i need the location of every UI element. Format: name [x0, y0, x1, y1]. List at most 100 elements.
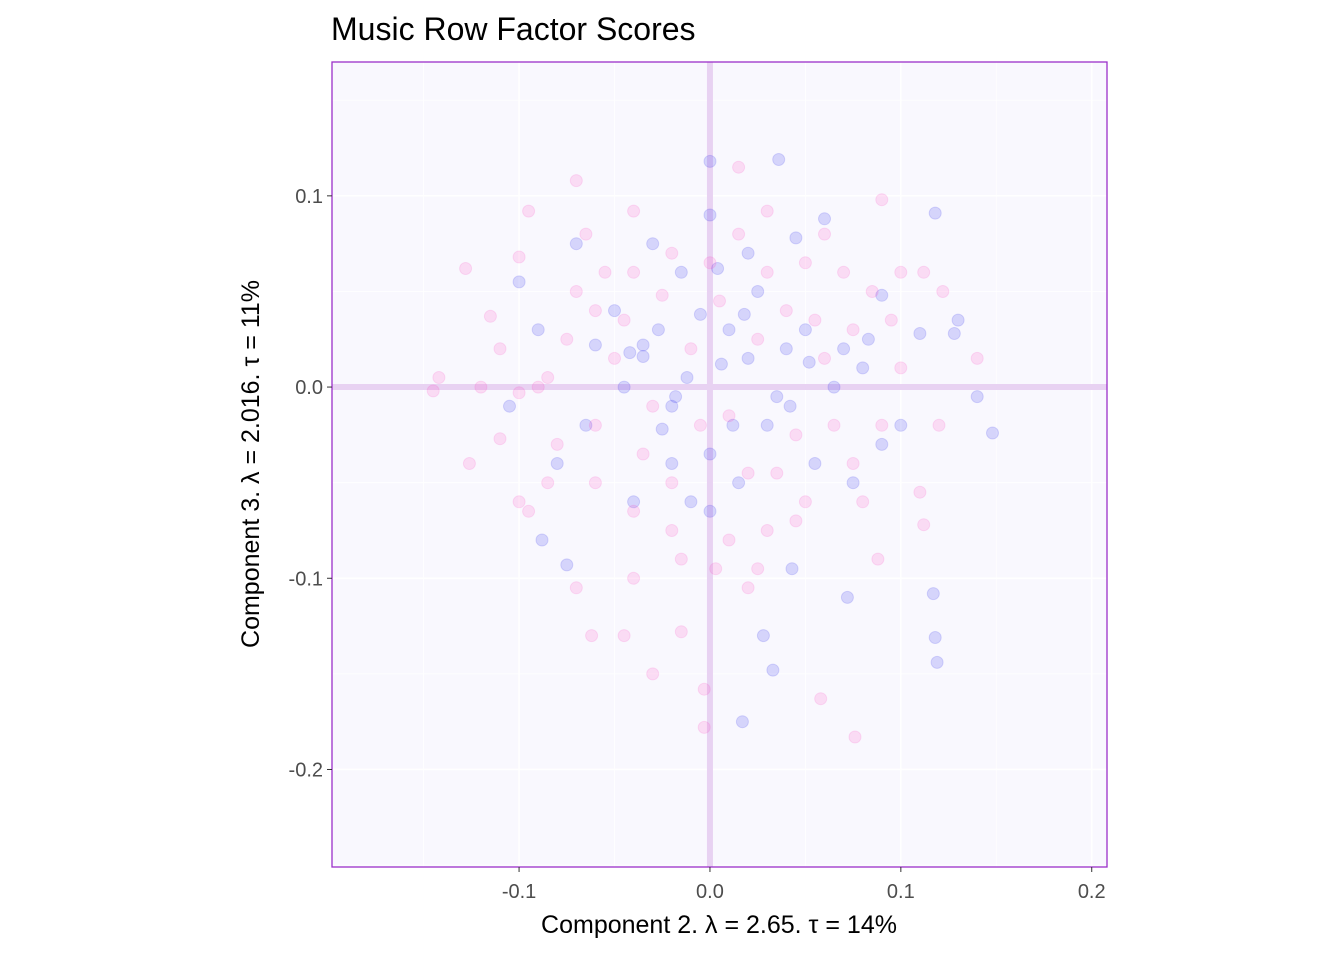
data-point — [932, 418, 946, 432]
data-point — [703, 256, 717, 270]
y-tick-label: -0.2 — [289, 759, 323, 781]
data-point — [627, 265, 641, 279]
data-point — [588, 418, 602, 432]
data-point — [714, 357, 728, 371]
data-point — [789, 231, 803, 245]
data-point — [493, 432, 507, 446]
data-point — [856, 361, 870, 375]
data-point — [680, 371, 694, 384]
data-point — [579, 227, 593, 241]
data-point — [655, 288, 669, 302]
data-point — [426, 384, 440, 398]
data-point — [789, 514, 803, 528]
data-point — [802, 355, 816, 369]
data-point — [818, 351, 831, 365]
data-point — [697, 720, 711, 734]
data-point — [770, 466, 784, 480]
data-point — [608, 304, 621, 318]
data-point — [760, 418, 774, 432]
data-point — [550, 437, 564, 451]
data-point — [917, 265, 931, 279]
data-point — [837, 265, 851, 279]
data-point — [913, 327, 927, 340]
data-point — [779, 342, 793, 356]
data-point — [474, 380, 488, 394]
data-point — [693, 307, 707, 321]
data-point — [814, 692, 828, 706]
data-point — [875, 418, 889, 432]
data-point — [709, 562, 723, 576]
data-point — [846, 457, 860, 470]
data-point — [674, 625, 688, 639]
data-point — [462, 457, 476, 470]
data-point — [674, 265, 688, 279]
data-point — [617, 629, 631, 643]
chart-title: Music Row Factor Scores — [331, 11, 696, 47]
data-point — [751, 562, 765, 576]
data-point — [693, 418, 707, 432]
data-point — [512, 495, 526, 509]
y-axis-title: Component 3. λ = 2.016. τ = 11% — [237, 280, 265, 648]
data-point — [665, 246, 679, 260]
data-point — [760, 524, 774, 537]
data-point — [875, 437, 889, 451]
data-point — [627, 495, 641, 509]
data-point — [894, 265, 908, 279]
data-point — [818, 212, 831, 226]
data-point — [951, 313, 965, 327]
data-point — [665, 524, 679, 537]
y-tick-label: 0.1 — [295, 186, 323, 208]
data-point — [789, 428, 803, 442]
data-point — [627, 204, 641, 218]
data-point — [459, 262, 473, 275]
y-tick-label: 0.0 — [295, 377, 323, 399]
data-point — [684, 495, 698, 509]
data-point — [703, 208, 717, 222]
data-point — [541, 371, 555, 384]
x-tick-label: 0.2 — [1078, 881, 1106, 903]
data-point — [512, 250, 526, 264]
data-point — [535, 533, 549, 547]
data-point — [760, 204, 774, 218]
data-point — [861, 332, 875, 346]
y-tick-label: -0.1 — [289, 568, 323, 590]
data-point — [894, 361, 908, 375]
data-point — [646, 237, 660, 251]
data-point — [970, 390, 984, 404]
data-point — [827, 380, 841, 394]
data-point — [483, 309, 497, 323]
data-point — [760, 265, 774, 279]
data-point — [894, 418, 908, 432]
x-axis-ticks: -0.1 0.0 0.1 0.2 — [502, 867, 1106, 903]
data-point — [970, 351, 984, 365]
data-point — [930, 655, 944, 669]
data-point — [926, 587, 940, 601]
data-points — [426, 153, 999, 744]
data-point — [646, 667, 660, 681]
data-point — [947, 327, 961, 340]
data-point — [798, 256, 812, 270]
plot-border — [331, 61, 1108, 868]
data-point — [588, 476, 602, 490]
data-point — [703, 154, 717, 168]
data-point — [798, 323, 812, 337]
data-point — [598, 265, 612, 279]
data-point — [617, 313, 631, 327]
data-point — [627, 504, 641, 518]
data-point — [569, 237, 583, 251]
data-point — [875, 288, 889, 302]
x-tick-label: 0.0 — [696, 881, 724, 903]
x-tick-label: 0.1 — [887, 881, 915, 903]
data-point — [840, 590, 854, 604]
data-point — [928, 206, 942, 220]
data-point — [722, 409, 736, 423]
data-point — [779, 304, 793, 318]
data-point — [674, 552, 688, 566]
data-point — [741, 351, 755, 365]
data-point — [766, 663, 780, 677]
data-point — [711, 262, 725, 275]
data-point — [722, 323, 736, 337]
data-point — [522, 204, 536, 218]
data-point — [665, 476, 679, 490]
data-point — [846, 323, 860, 337]
